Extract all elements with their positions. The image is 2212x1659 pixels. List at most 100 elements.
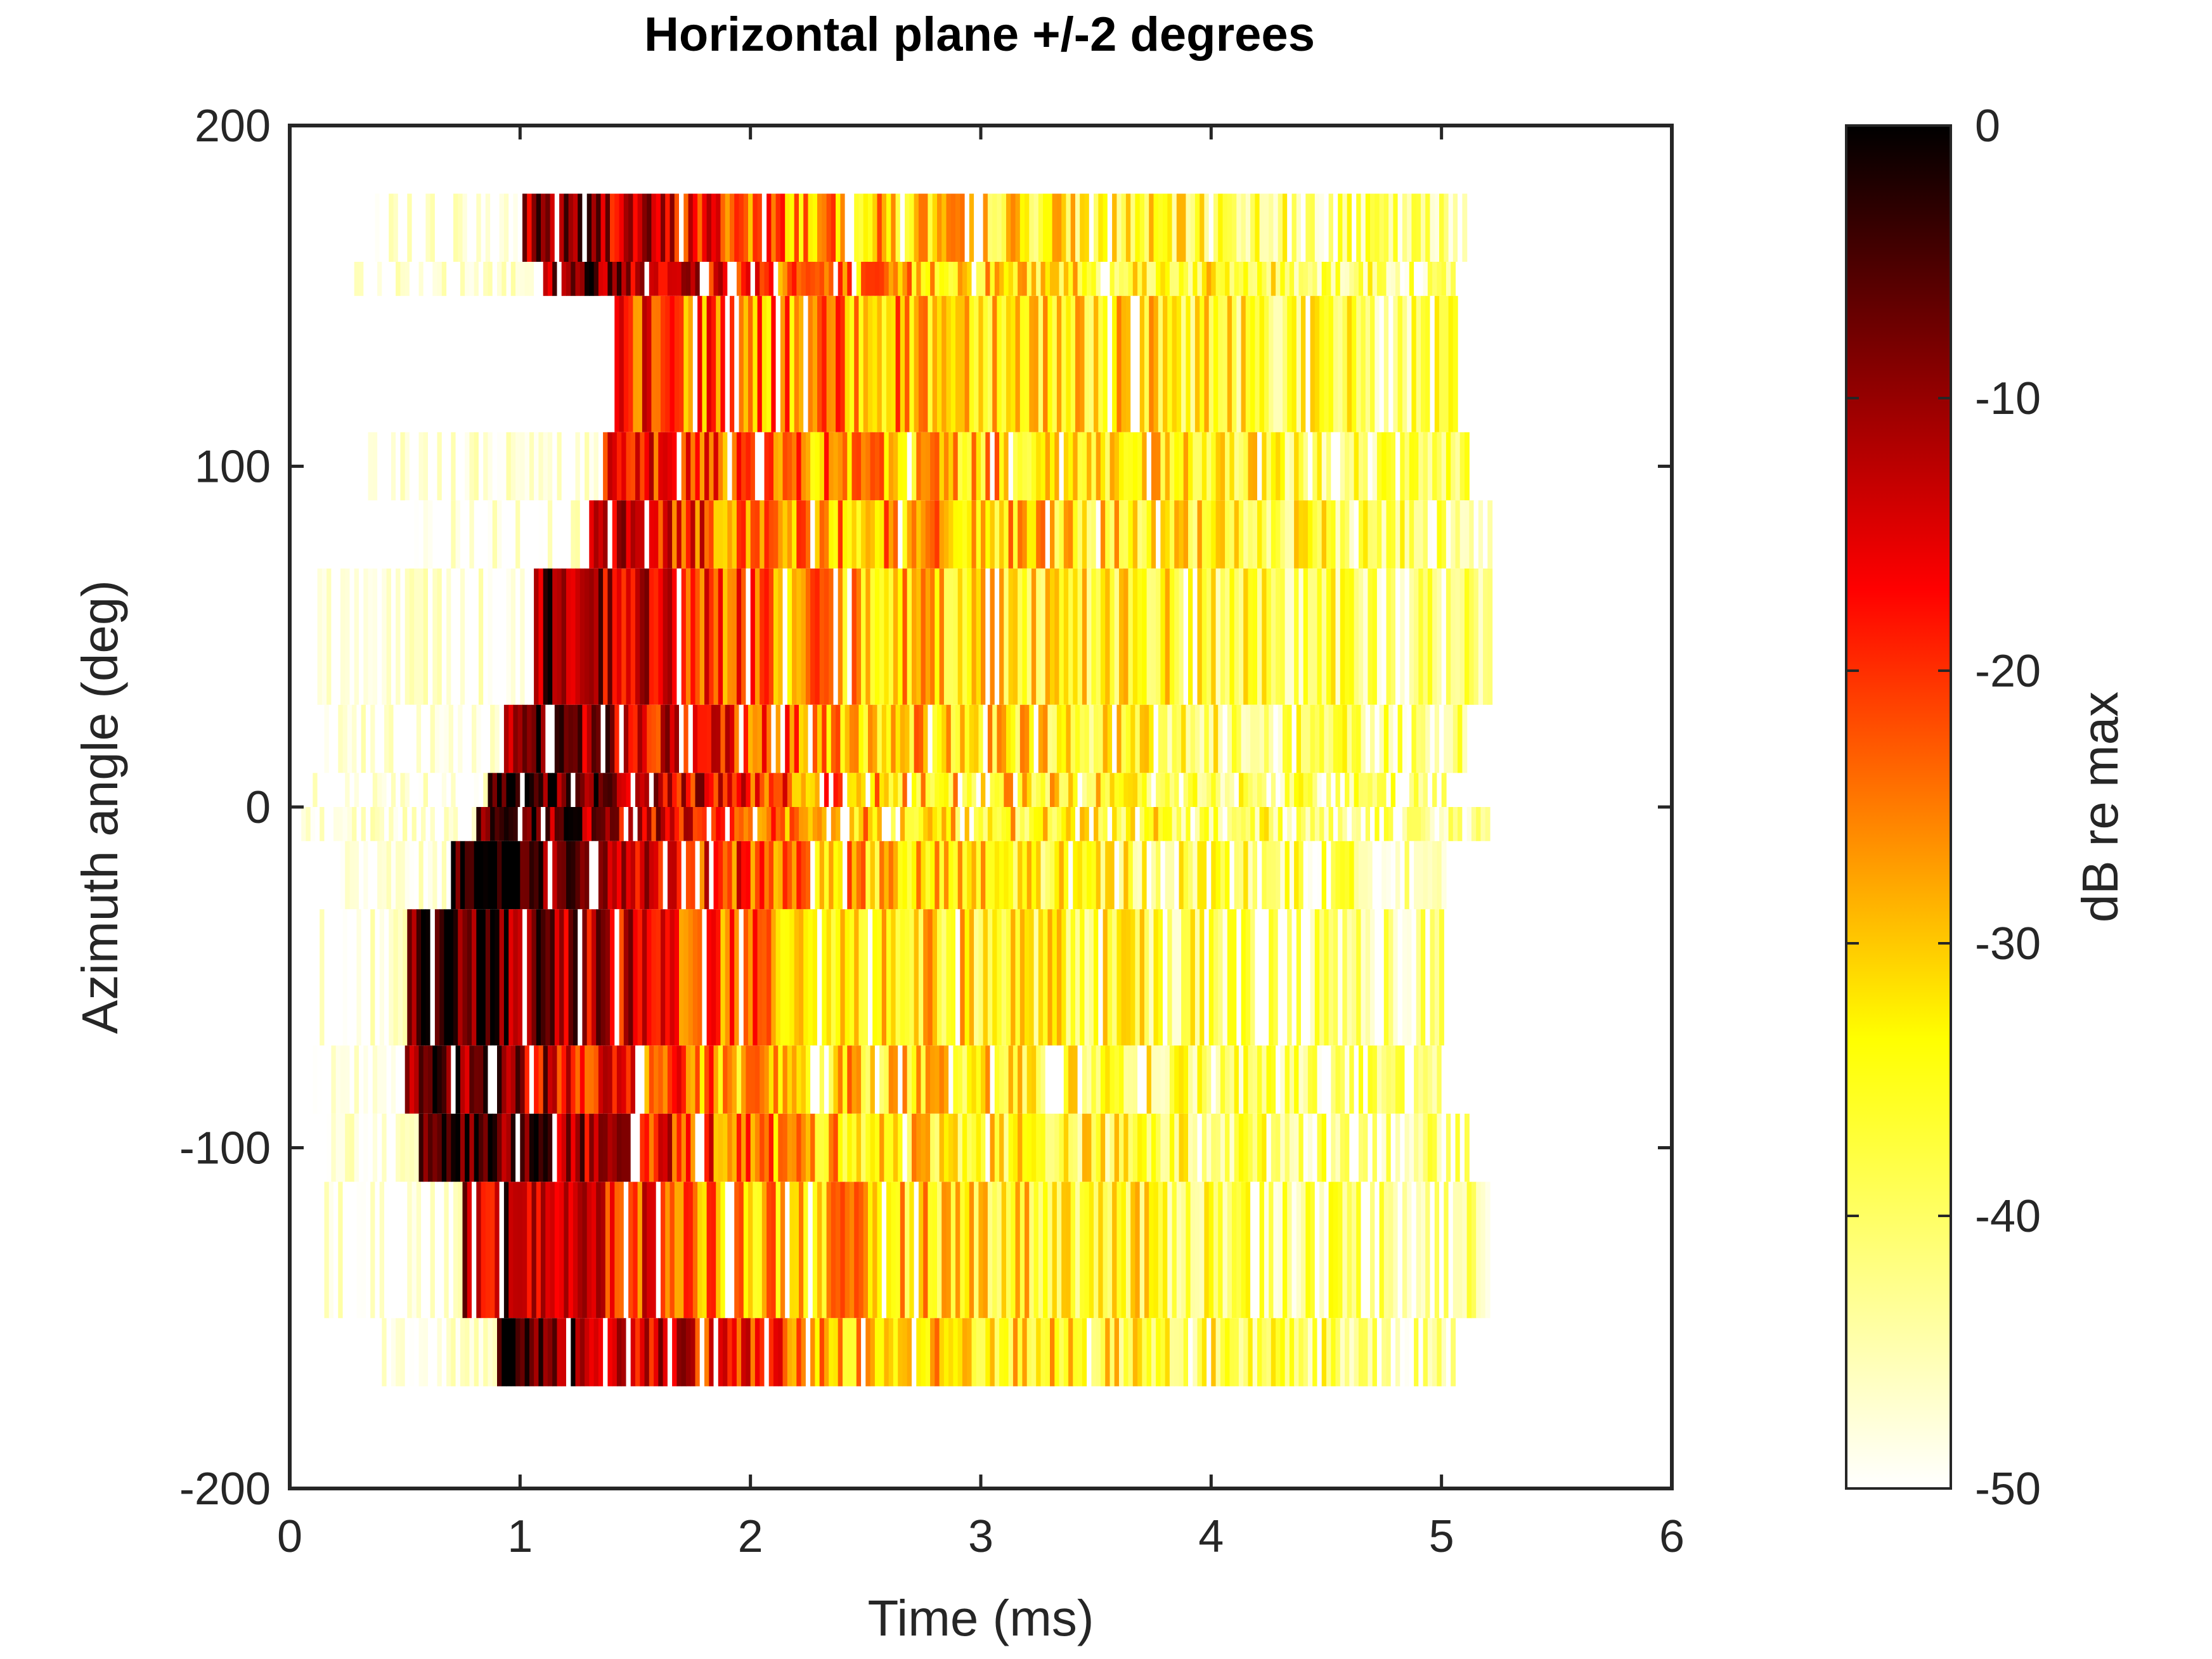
heat-cell [656,193,661,262]
heat-cell [418,1045,424,1114]
heat-cell [953,1318,959,1386]
heat-cell [1089,909,1094,1046]
heat-cell [589,262,595,296]
heat-cell [1031,500,1037,569]
heat-cell [561,841,567,910]
heat-cell [626,262,631,296]
heat-cell [1045,262,1051,296]
heat-cell [1234,568,1239,705]
heat-cell [971,262,977,296]
heat-cell [736,1318,742,1386]
heat-cell [1448,295,1454,432]
heat-cell [773,500,779,569]
heat-cell [854,1182,860,1319]
heat-cell [446,1045,451,1114]
heat-cell [847,500,853,569]
heat-cell [1328,1182,1334,1319]
heat-cell [709,773,715,808]
heat-cell [1029,193,1035,262]
heat-cell [893,773,898,808]
heat-cell [935,1318,940,1386]
heat-cell [1213,909,1219,1046]
heat-cell [377,841,382,910]
heat-cell [1234,841,1239,910]
heat-cell [400,568,406,705]
heat-cell [1077,841,1083,910]
heat-cell [1483,500,1488,569]
heat-cell [943,568,949,705]
heat-cell [858,193,864,262]
heat-cell [1402,704,1407,773]
heat-cell [1458,807,1463,841]
heat-cell [409,1113,415,1182]
heat-cell [647,704,652,773]
heat-cell [585,1318,590,1386]
heat-cell [596,704,602,773]
heat-cell [895,704,901,773]
heat-cell [1317,1318,1323,1386]
heat-cell [1200,909,1205,1046]
heat-cell [414,841,420,910]
heat-cell [955,193,960,262]
heat-cell [1390,1045,1396,1114]
heat-cell [663,262,668,296]
heat-cell [1414,773,1419,808]
heat-cell [1227,909,1232,1046]
heat-cell [1033,807,1039,841]
heat-cell [754,773,760,808]
heat-cell [1160,500,1166,569]
heat-cell [943,773,949,808]
heat-cell [994,773,1000,808]
heat-cell [416,1182,422,1319]
heat-cell [796,1113,802,1182]
heat-cell [1291,193,1297,262]
heat-cell [568,807,574,841]
heat-cell [1188,500,1193,569]
heat-cell [1248,1045,1253,1114]
heat-cell [1153,295,1159,432]
heat-cell [817,1182,822,1319]
heat-cell [593,568,599,705]
heat-cell [1280,500,1286,569]
heat-cell [902,841,908,910]
heat-cell [658,773,664,808]
heat-cell [472,1182,477,1319]
heat-cell [851,432,857,501]
heat-cell [1197,1113,1203,1182]
heat-cell [1262,568,1267,705]
heat-cell [1305,909,1311,1046]
heat-cell [1326,1045,1331,1114]
heat-cell [439,1182,445,1319]
heat-cell [396,1113,401,1182]
heat-cell [1045,500,1051,569]
heat-cell [1193,1318,1198,1386]
heat-cell [637,1182,643,1319]
heat-cell [1434,193,1440,262]
heat-cell [1434,807,1440,841]
heat-cell [1026,1113,1032,1182]
heat-cell [754,1045,760,1114]
heat-cell [656,807,661,841]
heat-cell [612,841,618,910]
heat-cell [792,432,797,501]
heat-cell [345,773,351,808]
heat-cell [974,704,979,773]
heat-cell [1368,500,1373,569]
heat-cell [1130,807,1136,841]
heat-cell [805,262,811,296]
heat-cell [633,193,638,262]
heat-cell [1483,568,1488,705]
heat-cell [796,500,802,569]
heat-cell [865,1318,871,1386]
heat-cell [1444,1182,1449,1319]
heat-cell [1379,807,1385,841]
heat-cell [1038,295,1044,432]
heat-cell [418,841,424,910]
heat-cell [1269,295,1274,432]
heat-cell [1220,568,1226,705]
heat-cell [545,704,551,773]
heat-cell [1211,432,1217,501]
heat-cell [1087,432,1092,501]
heat-cell [418,262,424,296]
heat-cell [1193,1113,1198,1182]
